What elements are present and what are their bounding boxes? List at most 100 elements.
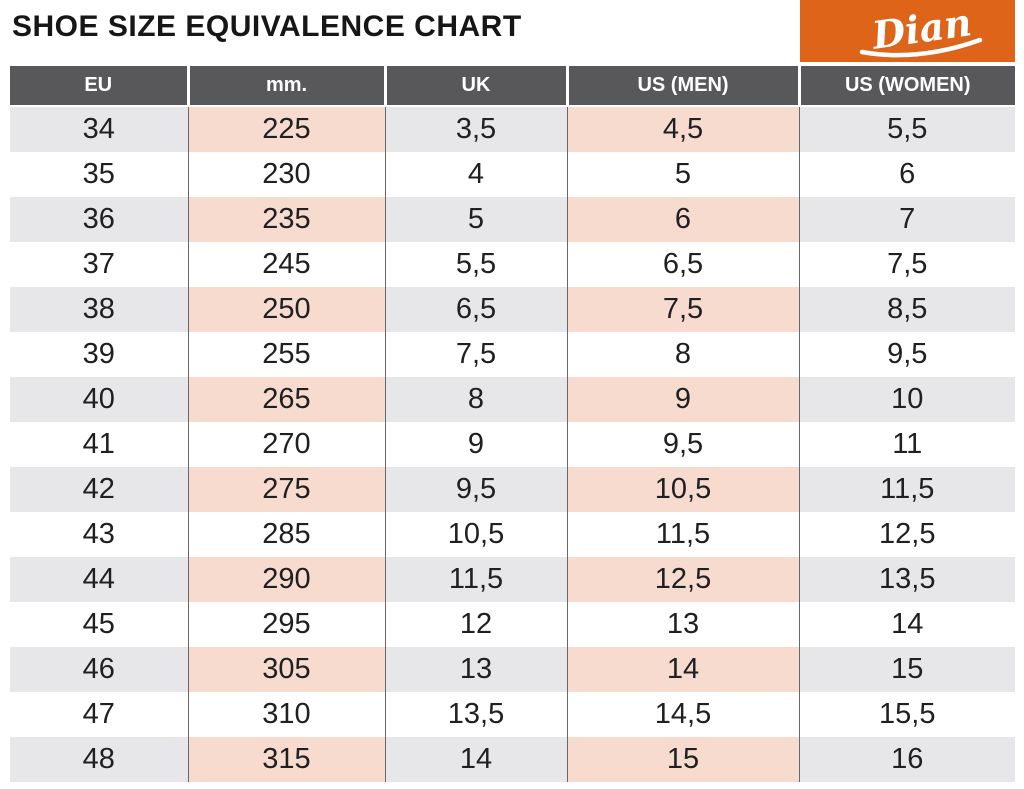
table-cell-us-women: 11,5 — [799, 467, 1015, 512]
table-row: 36 235 5 6 7 — [10, 197, 1015, 242]
table-cell-mm: 235 — [187, 197, 386, 242]
table-cell-mm: 250 — [187, 287, 386, 332]
table-cell-mm: 245 — [187, 242, 386, 287]
table-cell-mm: 255 — [187, 332, 386, 377]
table-cell-us-men: 10,5 — [566, 467, 800, 512]
table-cell-eu: 36 — [10, 197, 188, 242]
table-cell-us-men: 4,5 — [566, 106, 800, 152]
table-cell-uk: 13 — [385, 647, 567, 692]
table-cell-mm: 310 — [187, 692, 386, 737]
table-cell-us-men: 9 — [566, 377, 800, 422]
table-cell-us-women: 8,5 — [799, 287, 1015, 332]
column-header-mm: mm. — [186, 66, 385, 107]
table-cell-us-women: 7,5 — [799, 242, 1015, 287]
column-header-eu: EU — [10, 66, 188, 107]
table-cell-us-men: 8 — [566, 332, 800, 377]
page-title: SHOE SIZE EQUIVALENCE CHART — [12, 10, 522, 43]
shoe-size-table: EU mm. UK US (MEN) US (WOMEN) 34 225 3,5 4,5 5,5… — [10, 66, 1015, 782]
table-row: 40 265 8 9 10 — [10, 377, 1015, 422]
table-row: 34 225 3,5 4,5 5,5 — [10, 106, 1015, 152]
table-cell-eu: 39 — [10, 332, 188, 377]
table-cell-eu: 47 — [10, 692, 188, 737]
table-header-row: EU mm. UK US (MEN) US (WOMEN) — [10, 66, 1015, 107]
table-cell-eu: 38 — [10, 287, 188, 332]
table-row: 35 230 4 5 6 — [10, 152, 1015, 197]
table-cell-mm: 285 — [187, 512, 386, 557]
table-cell-eu: 35 — [10, 152, 188, 197]
table-cell-us-men: 13 — [566, 602, 800, 647]
table-cell-mm: 315 — [187, 737, 386, 782]
table-cell-uk: 9 — [385, 422, 567, 467]
table-cell-uk: 3,5 — [385, 106, 567, 152]
column-header-us-men: US (MEN) — [565, 66, 799, 107]
table-cell-us-women: 16 — [799, 737, 1015, 782]
table-cell-us-women: 11 — [799, 422, 1015, 467]
table-cell-eu: 43 — [10, 512, 188, 557]
table-cell-us-men: 12,5 — [566, 557, 800, 602]
table-header: EU mm. UK US (MEN) US (WOMEN) — [10, 66, 1015, 107]
table-cell-uk: 11,5 — [385, 557, 567, 602]
table-cell-us-men: 6 — [566, 197, 800, 242]
table-cell-uk: 9,5 — [385, 467, 567, 512]
table-cell-us-men: 15 — [566, 737, 800, 782]
table-cell-uk: 12 — [385, 602, 567, 647]
table-cell-us-men: 14,5 — [566, 692, 800, 737]
table-cell-us-women: 15 — [799, 647, 1015, 692]
table-cell-mm: 225 — [187, 106, 386, 152]
table-cell-us-men: 11,5 — [566, 512, 800, 557]
brand-logo-svg: Dian — [800, 0, 1015, 62]
table-cell-eu: 34 — [10, 106, 188, 152]
table-cell-uk: 5 — [385, 197, 567, 242]
table-cell-us-women: 7 — [799, 197, 1015, 242]
table-row: 46 305 13 14 15 — [10, 647, 1015, 692]
table-cell-uk: 8 — [385, 377, 567, 422]
table-row: 42 275 9,5 10,5 11,5 — [10, 467, 1015, 512]
table-cell-us-women: 9,5 — [799, 332, 1015, 377]
table-cell-us-women: 5,5 — [799, 106, 1015, 152]
table-row: 47 310 13,5 14,5 15,5 — [10, 692, 1015, 737]
table-cell-uk: 14 — [385, 737, 567, 782]
brand-logo: Dian — [800, 0, 1015, 62]
table-row: 45 295 12 13 14 — [10, 602, 1015, 647]
table-cell-uk: 13,5 — [385, 692, 567, 737]
table-cell-us-men: 5 — [566, 152, 800, 197]
table-cell-eu: 44 — [10, 557, 188, 602]
table-row: 44 290 11,5 12,5 13,5 — [10, 557, 1015, 602]
table-cell-us-men: 6,5 — [566, 242, 800, 287]
table-cell-us-women: 14 — [799, 602, 1015, 647]
table-cell-eu: 37 — [10, 242, 188, 287]
table-cell-mm: 230 — [187, 152, 386, 197]
column-header-uk: UK — [383, 66, 567, 107]
table-cell-us-women: 6 — [799, 152, 1015, 197]
table-row: 43 285 10,5 11,5 12,5 — [10, 512, 1015, 557]
table-cell-mm: 305 — [187, 647, 386, 692]
table-cell-eu: 40 — [10, 377, 188, 422]
table-cell-uk: 4 — [385, 152, 567, 197]
table-cell-eu: 45 — [10, 602, 188, 647]
table-cell-us-men: 7,5 — [566, 287, 800, 332]
table-cell-us-men: 14 — [566, 647, 800, 692]
table-row: 39 255 7,5 8 9,5 — [10, 332, 1015, 377]
table-row: 37 245 5,5 6,5 7,5 — [10, 242, 1015, 287]
table-cell-uk: 5,5 — [385, 242, 567, 287]
table-cell-us-men: 9,5 — [566, 422, 800, 467]
table-cell-uk: 10,5 — [385, 512, 567, 557]
table-cell-eu: 42 — [10, 467, 188, 512]
table-body: 34 225 3,5 4,5 5,5 35 230 4 5 6 36 235 5 6 7 37 245 5,5 6,… — [10, 106, 1015, 782]
table-cell-us-women: 13,5 — [799, 557, 1015, 602]
table-cell-eu: 48 — [10, 737, 188, 782]
table-cell-mm: 275 — [187, 467, 386, 512]
table-cell-uk: 7,5 — [385, 332, 567, 377]
table-cell-uk: 6,5 — [385, 287, 567, 332]
table-row: 48 315 14 15 16 — [10, 737, 1015, 782]
logo-underline-flourish — [859, 37, 983, 58]
table-row: 38 250 6,5 7,5 8,5 — [10, 287, 1015, 332]
table-cell-us-women: 10 — [799, 377, 1015, 422]
table-cell-eu: 46 — [10, 647, 188, 692]
column-header-us-women: US (WOMEN) — [797, 66, 1015, 107]
table-cell-eu: 41 — [10, 422, 188, 467]
table-cell-us-women: 12,5 — [799, 512, 1015, 557]
table-cell-mm: 290 — [187, 557, 386, 602]
table-cell-us-women: 15,5 — [799, 692, 1015, 737]
